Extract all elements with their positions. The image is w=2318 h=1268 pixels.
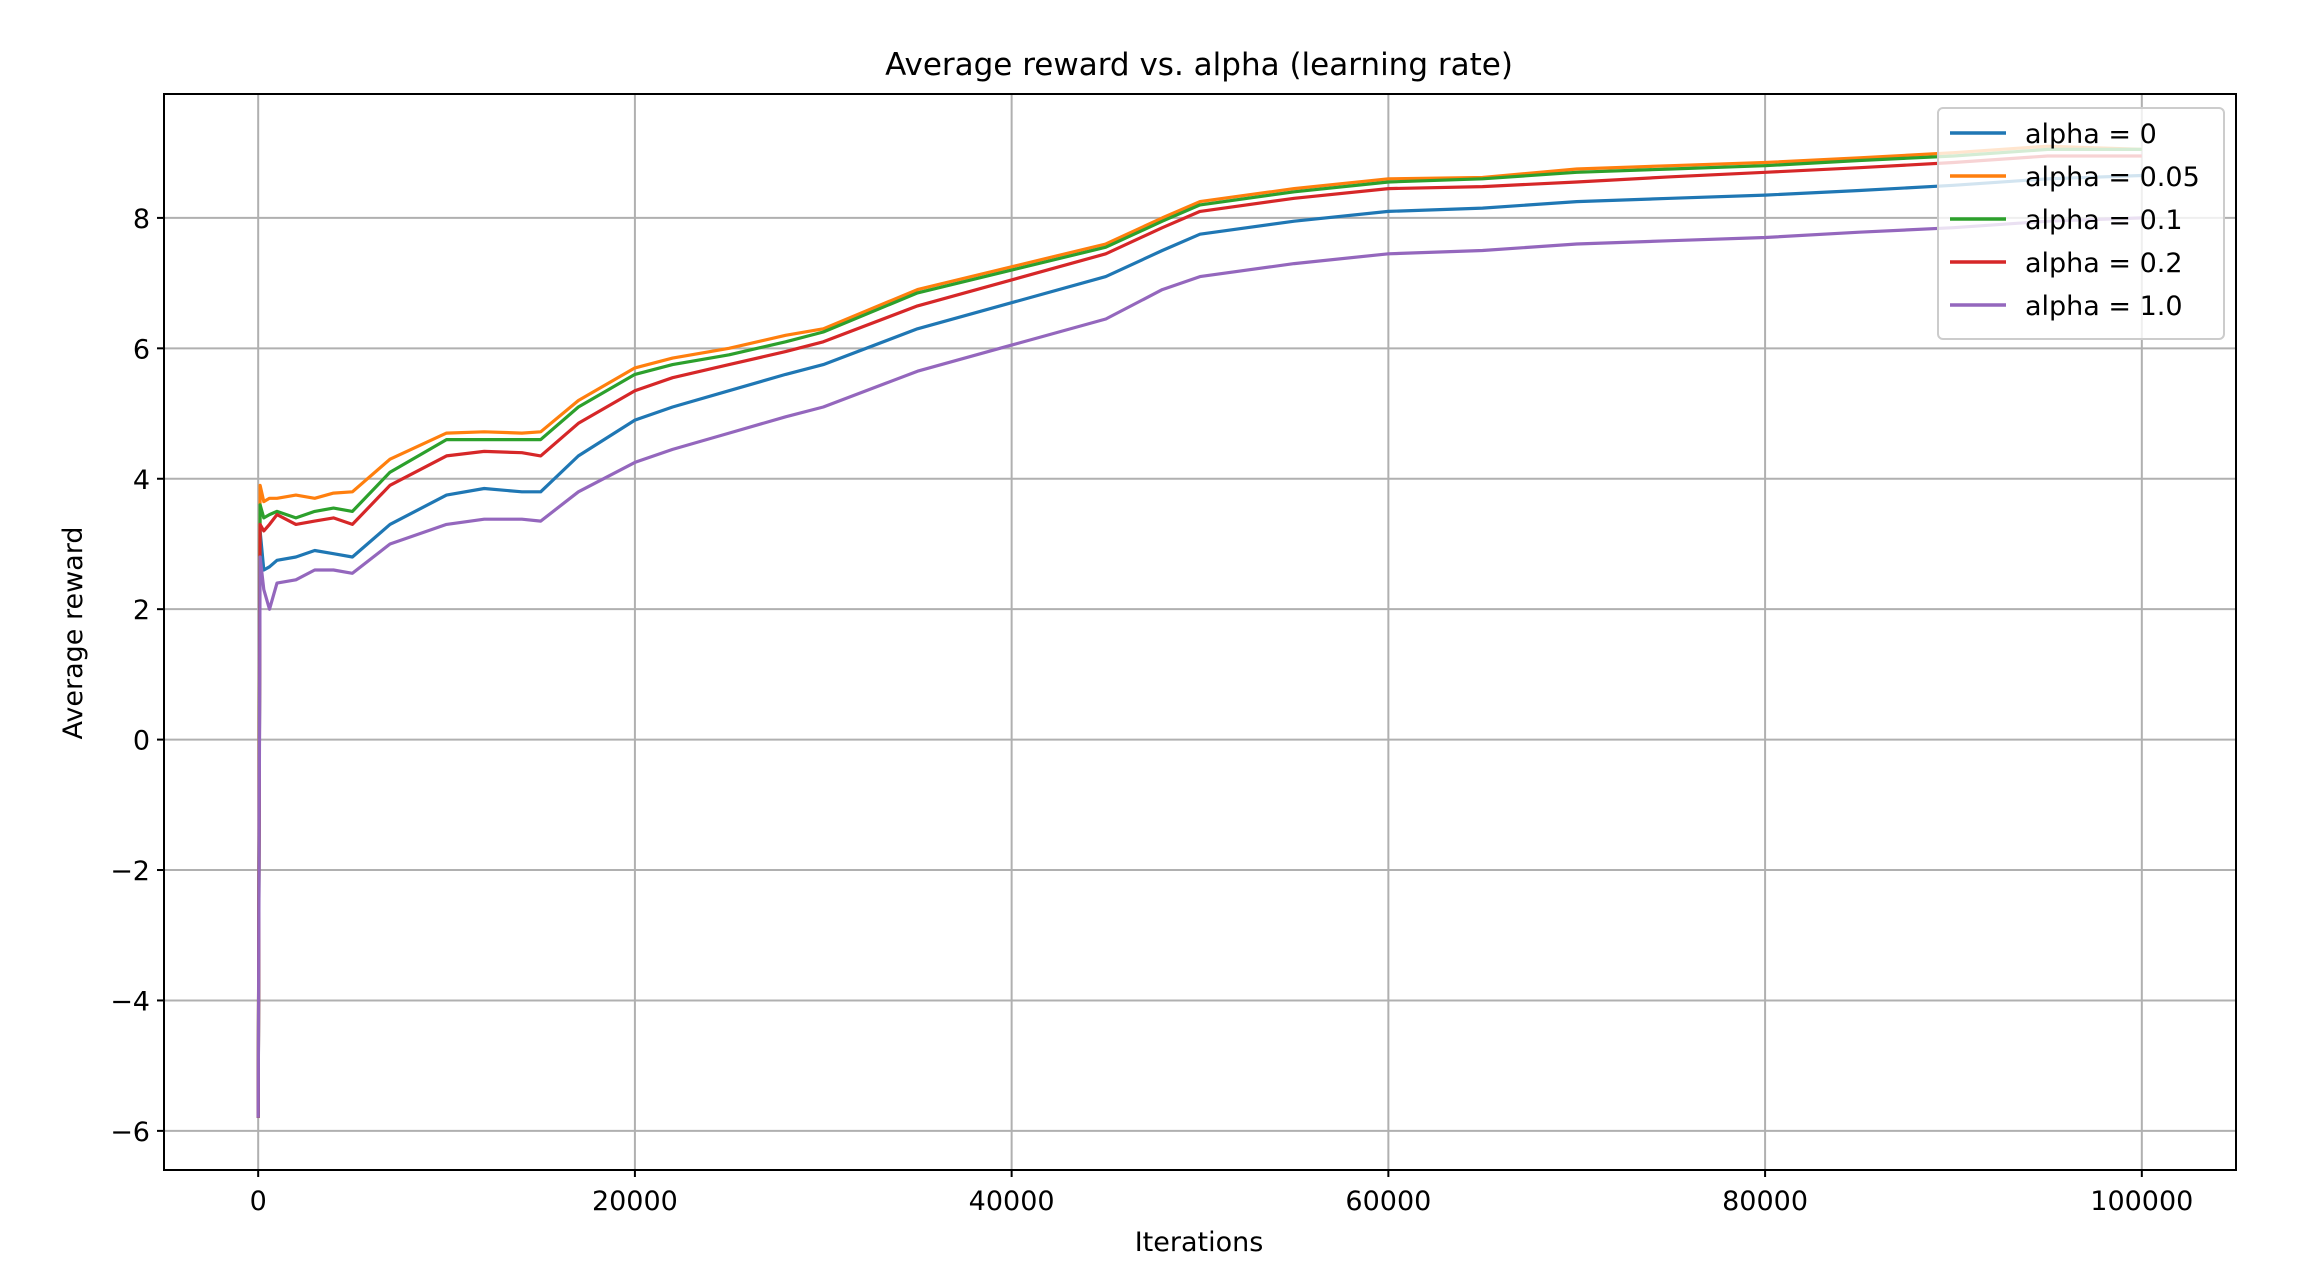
legend-label-0: alpha = 0 [2025, 119, 2157, 150]
x-tick-label: 80000 [1722, 1186, 1808, 1217]
legend-label-3: alpha = 0.2 [2025, 248, 2183, 279]
x-tick-label: 40000 [969, 1186, 1055, 1217]
y-tick-label: −4 [110, 986, 150, 1017]
series-line-0 [256, 173, 2142, 1118]
x-tick-label: 0 [250, 1186, 267, 1217]
legend: alpha = 0 alpha = 0.05 alpha = 0.1 alpha = … [1937, 107, 2225, 340]
x-tick-label: 100000 [2090, 1186, 2193, 1217]
y-tick-label: 6 [133, 334, 150, 365]
y-tick-label: 2 [133, 595, 150, 626]
legend-label-4: alpha = 1.0 [2025, 291, 2183, 322]
y-tick-label: 8 [133, 204, 150, 235]
plot-frame [163, 93, 2237, 1171]
axis-ticks: 0 20000 40000 60000 80000 100000 −6 −4 −2 0 2 4 6 8 [110, 204, 2193, 1217]
y-tick-label: 4 [133, 465, 150, 496]
series-line-4 [256, 216, 2142, 1118]
legend-label-2: alpha = 0.1 [2025, 205, 2183, 236]
series-lines [256, 144, 2142, 1118]
y-tick-label: 0 [133, 726, 150, 757]
legend-box [1937, 107, 2225, 340]
y-tick-label: −6 [110, 1117, 150, 1148]
x-tick-label: 20000 [592, 1186, 678, 1217]
y-tick-label: −2 [110, 856, 150, 887]
series-line-3 [256, 154, 2142, 1118]
y-axis-label: Average reward [58, 527, 89, 740]
grid-lines [164, 94, 2236, 1170]
x-tick-label: 60000 [1345, 1186, 1431, 1217]
legend-label-1: alpha = 0.05 [2025, 162, 2200, 193]
chart-title: Average reward vs. alpha (learning rate) [885, 47, 1513, 83]
series-line-1 [256, 144, 2142, 1118]
series-line-2 [256, 147, 2142, 1118]
x-axis-label: Iterations [1135, 1227, 1264, 1258]
